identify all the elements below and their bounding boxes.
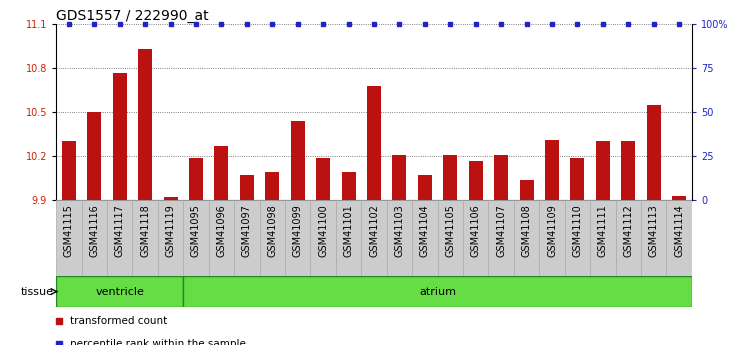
Bar bbox=[444, 155, 457, 200]
Text: GSM41117: GSM41117 bbox=[114, 204, 125, 257]
Text: GSM41111: GSM41111 bbox=[598, 204, 608, 257]
Text: GSM41099: GSM41099 bbox=[292, 204, 303, 257]
Bar bbox=[545, 140, 559, 200]
Text: GSM41106: GSM41106 bbox=[470, 204, 481, 257]
Bar bbox=[463, 200, 488, 276]
Bar bbox=[215, 146, 228, 200]
Bar bbox=[240, 175, 254, 200]
Bar bbox=[672, 196, 686, 200]
Bar bbox=[316, 158, 330, 200]
Bar bbox=[412, 200, 438, 276]
Text: GSM41101: GSM41101 bbox=[343, 204, 354, 257]
Bar bbox=[183, 276, 692, 307]
Text: GSM41118: GSM41118 bbox=[140, 204, 150, 257]
Bar bbox=[138, 49, 152, 200]
Bar bbox=[266, 172, 279, 200]
Bar bbox=[571, 158, 584, 200]
Bar bbox=[494, 155, 508, 200]
Bar bbox=[56, 276, 183, 307]
Text: GSM41112: GSM41112 bbox=[623, 204, 634, 257]
Text: GSM41102: GSM41102 bbox=[369, 204, 379, 257]
Text: GSM41109: GSM41109 bbox=[547, 204, 557, 257]
Text: GSM41105: GSM41105 bbox=[445, 204, 456, 257]
Bar bbox=[113, 72, 126, 200]
Bar bbox=[132, 200, 158, 276]
Bar bbox=[641, 200, 666, 276]
Bar bbox=[438, 200, 463, 276]
Text: GSM41104: GSM41104 bbox=[420, 204, 430, 257]
Bar bbox=[539, 200, 565, 276]
Bar bbox=[164, 197, 177, 200]
Bar bbox=[285, 200, 310, 276]
Text: atrium: atrium bbox=[419, 287, 456, 296]
Bar bbox=[647, 105, 660, 200]
Text: GSM41107: GSM41107 bbox=[496, 204, 506, 257]
Bar bbox=[361, 200, 387, 276]
Bar bbox=[260, 200, 285, 276]
Text: percentile rank within the sample: percentile rank within the sample bbox=[70, 339, 246, 345]
Text: GSM41103: GSM41103 bbox=[394, 204, 405, 257]
Bar bbox=[189, 158, 203, 200]
Text: GSM41098: GSM41098 bbox=[267, 204, 278, 257]
Bar bbox=[565, 200, 590, 276]
Bar bbox=[367, 86, 381, 200]
Bar bbox=[310, 200, 336, 276]
Bar bbox=[82, 200, 107, 276]
Text: tissue: tissue bbox=[20, 287, 54, 296]
Bar bbox=[387, 200, 412, 276]
Text: transformed count: transformed count bbox=[70, 316, 168, 326]
Bar bbox=[291, 121, 304, 200]
Bar bbox=[596, 141, 610, 200]
Text: GSM41116: GSM41116 bbox=[89, 204, 99, 257]
Bar bbox=[520, 180, 533, 200]
Bar bbox=[234, 200, 260, 276]
Bar bbox=[342, 172, 355, 200]
Bar bbox=[488, 200, 514, 276]
Text: GSM41114: GSM41114 bbox=[674, 204, 684, 257]
Bar bbox=[469, 160, 482, 200]
Bar bbox=[336, 200, 361, 276]
Bar bbox=[107, 200, 132, 276]
Bar bbox=[183, 200, 209, 276]
Bar bbox=[666, 200, 692, 276]
Text: GSM41113: GSM41113 bbox=[649, 204, 659, 257]
Bar bbox=[616, 200, 641, 276]
Text: GSM41110: GSM41110 bbox=[572, 204, 583, 257]
Bar bbox=[590, 200, 616, 276]
Bar bbox=[56, 200, 82, 276]
Bar bbox=[62, 141, 76, 200]
Bar bbox=[209, 200, 234, 276]
Text: GDS1557 / 222990_at: GDS1557 / 222990_at bbox=[56, 9, 209, 23]
Text: GSM41115: GSM41115 bbox=[64, 204, 74, 257]
Text: GSM41096: GSM41096 bbox=[216, 204, 227, 257]
Bar bbox=[622, 141, 635, 200]
Text: GSM41100: GSM41100 bbox=[318, 204, 328, 257]
Text: GSM41097: GSM41097 bbox=[242, 204, 252, 257]
Bar bbox=[88, 112, 101, 200]
Bar bbox=[393, 155, 406, 200]
Text: ventricle: ventricle bbox=[95, 287, 144, 296]
Bar bbox=[158, 200, 183, 276]
Text: GSM41095: GSM41095 bbox=[191, 204, 201, 257]
Text: GSM41108: GSM41108 bbox=[521, 204, 532, 257]
Bar bbox=[418, 175, 432, 200]
Bar bbox=[514, 200, 539, 276]
Text: GSM41119: GSM41119 bbox=[165, 204, 176, 257]
